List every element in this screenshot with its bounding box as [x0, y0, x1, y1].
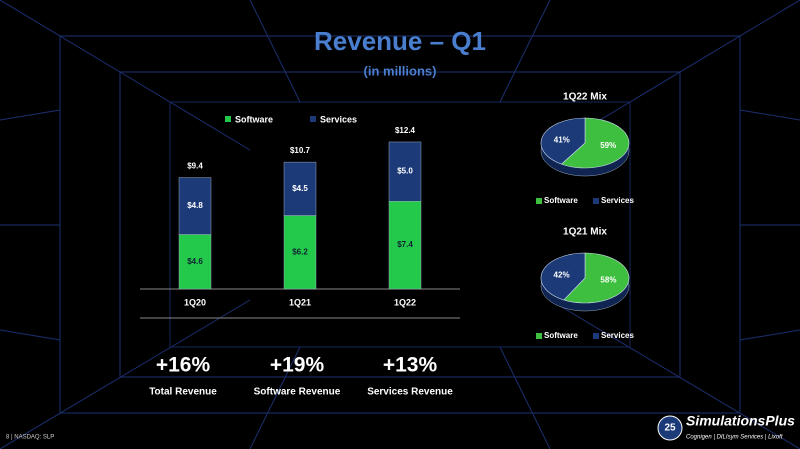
bar-segment	[388, 201, 422, 290]
legend-label: Software	[544, 331, 578, 340]
stat-value: +13%	[383, 354, 438, 377]
bar-value-label: $7.4	[397, 240, 413, 249]
footer: 8 | NASDAQ: SLP	[6, 435, 54, 441]
legend-swatch	[536, 198, 542, 204]
pie-slice	[540, 117, 586, 165]
legend-label: Software	[235, 114, 273, 124]
legend-label: Services	[601, 196, 634, 205]
pie-value-label: 42%	[554, 271, 570, 280]
bar-value-label: $4.8	[187, 201, 203, 210]
x-tick-label: 1Q21	[289, 297, 311, 307]
legend-swatch	[536, 333, 542, 339]
legend-label: Services	[601, 331, 634, 340]
legend-swatch	[310, 116, 316, 122]
legend-swatch	[225, 116, 231, 122]
stat-label: Services Revenue	[367, 387, 453, 398]
pie-title: 1Q22 Mix	[563, 92, 607, 103]
logo-badge	[657, 415, 683, 441]
pie-slice	[540, 252, 586, 301]
legend-swatch	[593, 198, 599, 204]
pie-title: 1Q21 Mix	[563, 227, 607, 238]
total-label: $10.7	[290, 146, 311, 155]
bar-value-label: $4.5	[292, 184, 308, 193]
title: Revenue – Q1	[314, 26, 486, 56]
legend-swatch	[593, 333, 599, 339]
legend-label: Services	[320, 114, 357, 124]
bar-value-label: $5.0	[397, 167, 413, 176]
pie-value-label: 58%	[600, 276, 616, 285]
bar-segment	[178, 234, 212, 290]
stat-value: +16%	[156, 354, 211, 377]
pie-slice	[563, 252, 630, 304]
bar-value-label: $6.2	[292, 247, 308, 256]
bar-value-label: $4.6	[187, 257, 203, 266]
stat-label: Total Revenue	[149, 387, 217, 398]
stat-label: Software Revenue	[254, 387, 341, 398]
pie-value-label: 59%	[600, 141, 616, 150]
logo-tagline: Cognigen | DILIsym Services | Lixoft	[686, 435, 783, 441]
legend-label: Software	[544, 196, 578, 205]
x-tick-label: 1Q20	[184, 297, 206, 307]
bar-segment	[388, 141, 422, 202]
bar-segment	[283, 215, 317, 290]
stat-value: +19%	[270, 354, 325, 377]
total-label: $9.4	[187, 162, 203, 171]
logo: 25 SimulationsPlus Cognigen | DILIsym Se…	[657, 413, 795, 441]
x-tick-label: 1Q22	[394, 297, 416, 307]
pie-slice	[560, 117, 630, 169]
pie-value-label: 41%	[554, 135, 570, 144]
subtitle: (in millions)	[364, 63, 437, 78]
logo-badge-text: 25	[664, 423, 676, 434]
logo-name: SimulationsPlus	[686, 413, 795, 429]
bar-segment	[283, 161, 317, 216]
bar-segment	[178, 177, 212, 235]
total-label: $12.4	[395, 126, 416, 135]
